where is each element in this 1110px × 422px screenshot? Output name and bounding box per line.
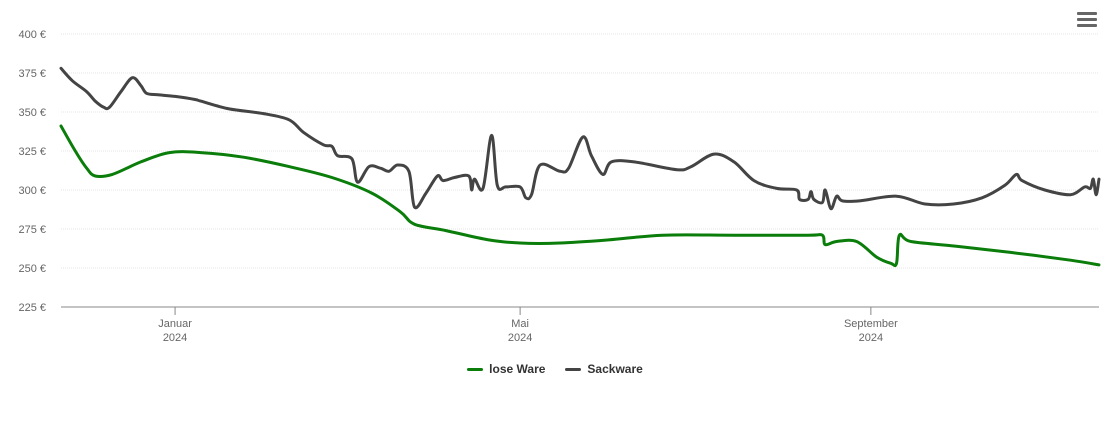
y-tick-label: 400 €: [18, 29, 46, 41]
legend-label-lose-ware: lose Ware: [489, 362, 546, 376]
series-line-lose-ware: [59, 124, 1101, 268]
y-tick-label: 325 €: [18, 146, 46, 158]
y-tick-label: 225 €: [18, 302, 46, 314]
x-tick-label: September: [844, 318, 898, 330]
series-line-sackware: [59, 66, 1101, 211]
legend: lose Ware Sackware: [0, 362, 1110, 376]
hamburger-menu-icon[interactable]: [1077, 12, 1097, 30]
y-tick-label: 250 €: [18, 263, 46, 275]
x-tick-year-label: 2024: [508, 332, 532, 344]
grid-lines: [61, 33, 1099, 269]
y-tick-label: 350 €: [18, 107, 46, 119]
y-axis-labels: 225 € 250 € 275 € 300 € 325 € 350 € 375 € 400 €: [18, 29, 46, 314]
legend-item-lose-ware[interactable]: lose Ware: [467, 362, 545, 376]
y-tick-label: 300 €: [18, 185, 46, 197]
x-axis-ticks: Januar 2024 Mai 2024 September 2024: [158, 307, 898, 344]
y-tick-label: 375 €: [18, 68, 46, 80]
x-tick-label: Januar: [158, 318, 192, 330]
legend-item-sackware[interactable]: Sackware: [565, 362, 643, 376]
legend-label-sackware: Sackware: [587, 362, 643, 376]
y-tick-label: 275 €: [18, 224, 46, 236]
x-tick-label: Mai: [511, 318, 529, 330]
series-lines: [59, 66, 1101, 268]
x-tick-year-label: 2024: [859, 332, 883, 344]
legend-swatch-lose-ware: [467, 367, 484, 371]
x-tick-year-label: 2024: [163, 332, 187, 344]
legend-swatch-sackware: [565, 367, 582, 371]
